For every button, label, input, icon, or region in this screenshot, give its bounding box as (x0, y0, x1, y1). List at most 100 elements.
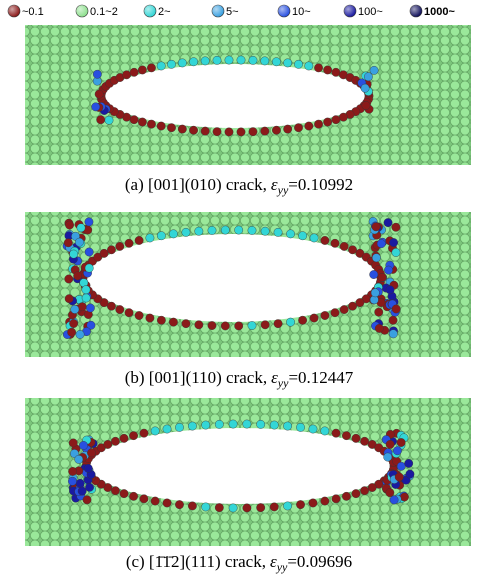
surface-atom (270, 421, 278, 429)
surface-atom (116, 242, 124, 250)
surface-atom (167, 60, 175, 68)
surface-atom (151, 427, 159, 435)
surface-atom (157, 122, 165, 130)
tip-atom (69, 439, 77, 447)
tip-atom (406, 470, 414, 478)
surface-atom (189, 126, 197, 134)
legend-label: 10~ (292, 6, 311, 18)
tip-atom (85, 248, 93, 256)
surface-atom (147, 64, 155, 72)
surface-atom (339, 113, 347, 121)
surface-atom (138, 118, 146, 126)
surface-atom (332, 429, 340, 437)
surface-atom (202, 503, 210, 511)
legend-shine (344, 5, 356, 17)
tip-atom (371, 289, 379, 297)
tip-atom (389, 330, 397, 338)
surface-atom (234, 322, 242, 330)
tip-atom (364, 73, 372, 81)
surface-atom (298, 316, 306, 324)
surface-atom (274, 319, 282, 327)
surface-atom (213, 56, 221, 64)
tip-atom (92, 103, 100, 111)
surface-atom (178, 59, 186, 67)
surface-atom (348, 302, 356, 310)
figure: ~0.10.1~22~5~10~100~1000~ (a) [001](010)… (0, 0, 478, 578)
surface-atom (360, 437, 368, 445)
tip-atom (105, 116, 113, 124)
surface-atom (116, 305, 124, 313)
legend-shine (8, 5, 20, 17)
surface-atom (272, 126, 280, 134)
surface-atom (332, 495, 340, 503)
surface-atom (169, 318, 177, 326)
surface-atom (286, 230, 294, 238)
caption-value: =0.10992 (288, 175, 353, 194)
surface-atom (157, 62, 165, 70)
surface-atom (348, 246, 356, 254)
surface-atom (138, 66, 146, 74)
surface-atom (237, 56, 245, 64)
surface-atom (342, 431, 350, 439)
surface-atom (294, 124, 302, 132)
caption-value: =0.12447 (288, 368, 353, 387)
surface-atom (296, 423, 304, 431)
tip-atom (392, 305, 400, 313)
tip-atom (395, 473, 403, 481)
surface-atom (234, 226, 242, 234)
surface-atom (256, 503, 264, 511)
surface-atom (188, 502, 196, 510)
tip-atom (384, 453, 392, 461)
surface-atom (323, 66, 331, 74)
tip-atom (84, 464, 92, 472)
surface-atom (321, 311, 329, 319)
surface-atom (208, 226, 216, 234)
tip-atom (86, 304, 94, 312)
tip-atom (361, 84, 369, 92)
surface-atom (140, 429, 148, 437)
tip-atom (96, 116, 104, 124)
surface-atom (129, 492, 137, 500)
surface-atom (157, 232, 165, 240)
surface-atom (189, 58, 197, 66)
panels: (a) [001](010) crack,εyy=0.10992(b) [001… (25, 25, 471, 574)
tip-atom (397, 438, 405, 446)
surface-atom (309, 499, 317, 507)
tip-atom (362, 101, 370, 109)
panel: (a) [001](010) crack,εyy=0.10992 (25, 25, 471, 197)
tip-atom (65, 221, 73, 229)
caption-subscript: yy (276, 560, 288, 574)
surface-atom (213, 127, 221, 135)
surface-atom (195, 227, 203, 235)
surface-atom (201, 127, 209, 135)
surface-atom (248, 226, 256, 234)
tip-atom (375, 308, 383, 316)
legend-label: 2~ (158, 6, 171, 18)
tip-atom (397, 462, 405, 470)
surface-atom (146, 314, 154, 322)
surface-atom (125, 308, 133, 316)
surface-atom (202, 421, 210, 429)
surface-atom (221, 322, 229, 330)
surface-atom (130, 115, 138, 123)
surface-atom (208, 321, 216, 329)
tip-atom (69, 250, 77, 258)
surface-atom (163, 499, 171, 507)
legend-label: 5~ (226, 6, 239, 18)
tip-atom (386, 440, 394, 448)
surface-atom (129, 431, 137, 439)
surface-atom (342, 492, 350, 500)
tip-atom (85, 264, 93, 272)
surface-atom (122, 71, 130, 79)
tip-atom (389, 316, 397, 324)
tip-atom (65, 275, 73, 283)
tip-atom (372, 223, 380, 231)
surface-atom (169, 230, 177, 238)
surface-atom (283, 59, 291, 67)
surface-atom (163, 425, 171, 433)
tip-atom (375, 324, 383, 332)
surface-atom (256, 420, 264, 428)
surface-atom (201, 57, 209, 65)
legend-shine (410, 5, 422, 17)
surface-atom (182, 228, 190, 236)
